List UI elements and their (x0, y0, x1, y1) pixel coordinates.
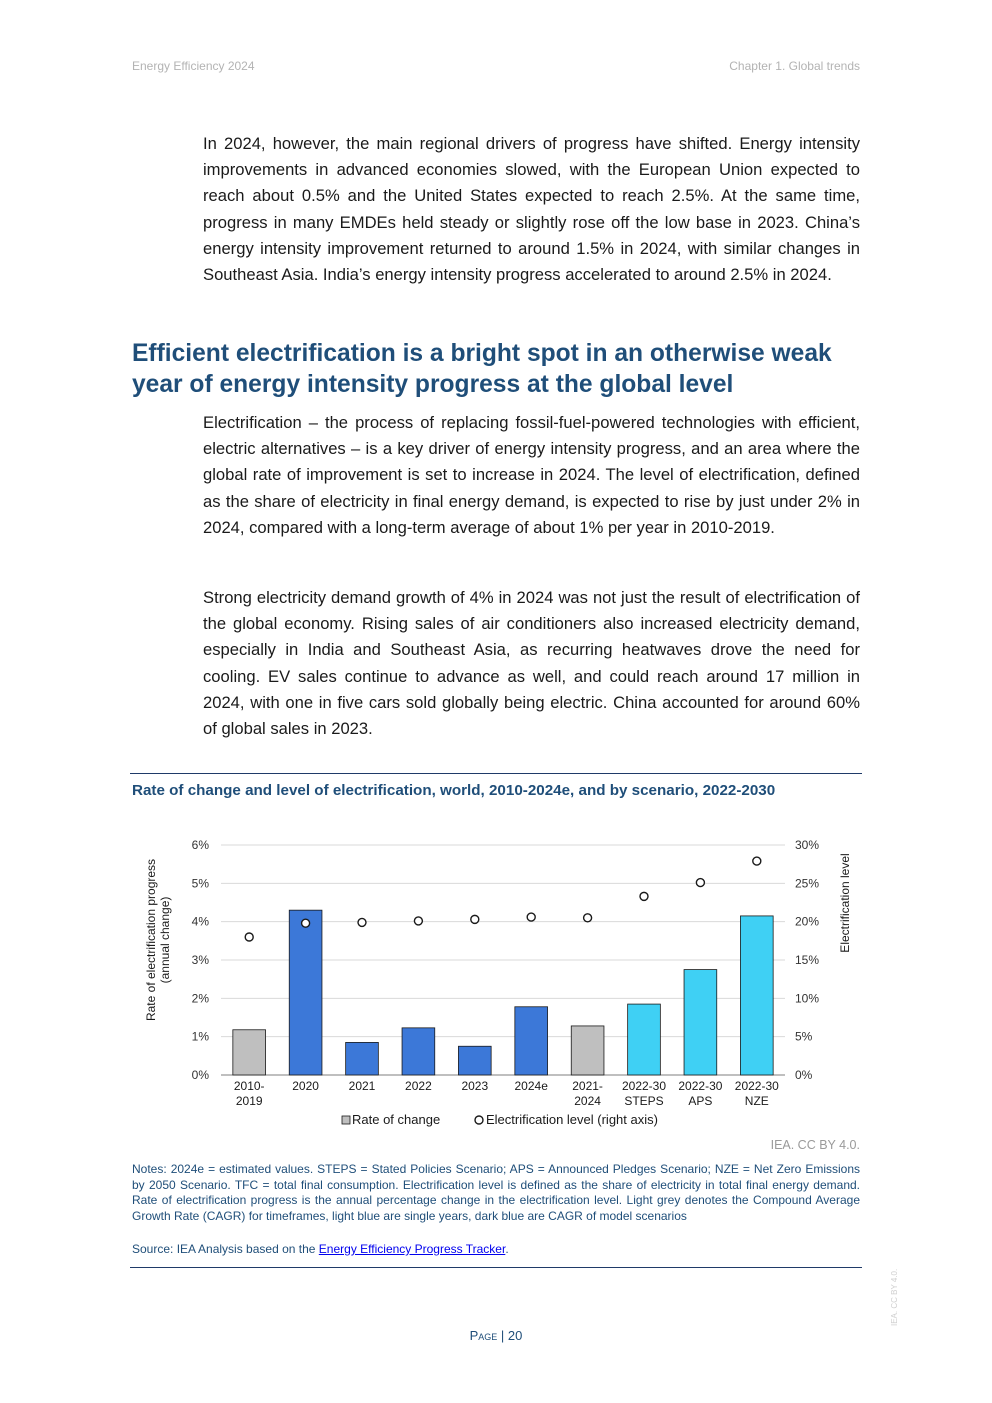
marker-electrification-level (526, 912, 536, 922)
x-tick-label: 2024e (515, 1079, 549, 1093)
chart-markers (244, 856, 762, 942)
figure-title: Rate of change and level of electrificat… (132, 782, 776, 799)
x-tick-label: 2022-30 STEPS (622, 1079, 666, 1108)
x-tick-label: 2023 (461, 1079, 488, 1093)
left-axis-title-line: Rate of electrification progress (144, 859, 158, 1021)
x-tick-label: 2022-30 NZE (735, 1079, 779, 1108)
bar-rate-of-change (740, 915, 774, 1076)
figure-source: Source: IEA Analysis based on the Energy… (132, 1242, 860, 1257)
right-axis-title: Electrification level (838, 853, 852, 952)
body-paragraph-3: Strong electricity demand growth of 4% i… (203, 588, 860, 739)
bar-rate-of-change (627, 1003, 661, 1076)
body-paragraph-2: Electrification – the process of replaci… (203, 413, 860, 537)
bar-rate-of-change (288, 909, 323, 1076)
x-tick-label-line: 2021- (572, 1079, 603, 1093)
x-tick-label-line: 2023 (461, 1079, 488, 1093)
x-tick-label-line: 2021 (349, 1079, 376, 1093)
left-tick-label: 1% (192, 1030, 210, 1044)
figure-notes: Notes: 2024e = estimated values. STEPS =… (132, 1162, 860, 1223)
x-tick-label: 2021 (349, 1079, 376, 1093)
marker-electrification-level (413, 916, 424, 926)
x-tick-label-line: STEPS (624, 1094, 663, 1108)
left-tick-label: 2% (192, 991, 210, 1005)
page-label: Page (469, 1328, 498, 1343)
left-tick-label: 4% (192, 915, 210, 929)
page-number-value: 20 (507, 1328, 523, 1343)
section-heading: Efficient electrification is a bright sp… (132, 340, 832, 398)
right-tick-label: 10% (795, 991, 819, 1005)
body-paragraph-1: In 2024, however, the main regional driv… (203, 134, 860, 285)
right-tick-label: 25% (795, 876, 819, 890)
x-tick-label-line: 2020 (292, 1079, 319, 1093)
x-tick-label: 2021-2024 (572, 1079, 603, 1108)
x-tick-label: 2020 (292, 1079, 319, 1093)
legend-marker-electrification-level (474, 1115, 484, 1125)
x-tick-label-line: 2024 (574, 1094, 601, 1108)
figure-credit: IEA. CC BY 4.0. (770, 1138, 860, 1152)
x-tick-label-line: 2019 (236, 1094, 263, 1108)
left-tick-label: 5% (192, 876, 210, 890)
bar-rate-of-change (345, 1042, 379, 1076)
marker-electrification-level (244, 932, 254, 942)
marker-electrification-level (752, 856, 762, 866)
left-tick-label: 3% (192, 953, 210, 967)
side-watermark: IEA. CC BY 4.0. (890, 1268, 899, 1326)
marker-electrification-level (582, 913, 593, 923)
bar-rate-of-change (401, 1027, 436, 1076)
right-tick-label: 20% (795, 915, 819, 929)
figure-bottom-rule (130, 1267, 862, 1268)
left-tick-label: 0% (192, 1068, 210, 1082)
right-tick-label: 15% (795, 953, 819, 967)
electrification-chart: 0% 1% 2% 3% 4% 5% 6% 0% 5% 10% 15% 20% 25% 30% Rate of… (144, 838, 852, 1127)
x-tick-label-line: APS (688, 1094, 712, 1108)
legend-label-electrification-level: Electrification level (right axis) (486, 1112, 658, 1127)
source-prefix: Source: IEA Analysis based on the (132, 1242, 319, 1256)
bar-rate-of-change (570, 1025, 605, 1076)
left-axis-title-line: (annual change) (158, 897, 172, 984)
x-tick-label-line: 2024e (515, 1079, 549, 1093)
x-tick-label: 2022-30 APS (678, 1079, 722, 1108)
source-link[interactable]: Energy Efficiency Progress Tracker (318, 1242, 506, 1256)
legend-label-rate-of-change: Rate of change (352, 1112, 440, 1127)
x-tick-label-line: 2022 (405, 1079, 432, 1093)
marker-electrification-level (470, 914, 480, 925)
x-tick-label-line: NZE (745, 1094, 769, 1108)
figure-top-rule (130, 773, 862, 774)
x-tick-label-line: 2010- (234, 1079, 265, 1093)
x-tick-label: 2022 (405, 1079, 432, 1093)
bar-rate-of-change (458, 1045, 492, 1076)
marker-electrification-level (639, 891, 649, 902)
left-tick-label: 6% (192, 838, 210, 852)
right-tick-label: 0% (795, 1068, 813, 1082)
marker-electrification-level (300, 918, 311, 928)
chart-legend: Rate of change Electrification level (rig… (341, 1112, 658, 1127)
chart-axes: 0% 1% 2% 3% 4% 5% 6% 0% 5% 10% 15% 20% 25% 30% Rate of… (144, 838, 852, 1108)
chart-bars (232, 909, 774, 1076)
bar-rate-of-change (514, 1006, 548, 1076)
x-tick-label: 2010-2019 (234, 1079, 265, 1108)
legend-swatch-rate-of-change (341, 1115, 351, 1125)
bar-rate-of-change (232, 1029, 266, 1076)
marker-electrification-level (695, 877, 706, 888)
header-report-title: Energy Efficiency 2024 (132, 59, 255, 73)
bar-rate-of-change (683, 969, 718, 1076)
left-axis-title: Rate of electrification progress(annual … (144, 859, 172, 1021)
source-suffix: . (505, 1242, 509, 1256)
x-tick-label-line: 2022-30 (735, 1079, 779, 1093)
page-number: Page | 20 (469, 1328, 523, 1343)
right-tick-label: 5% (795, 1030, 813, 1044)
x-tick-label-line: 2022-30 (622, 1079, 666, 1093)
marker-electrification-level (357, 917, 367, 928)
right-tick-label: 30% (795, 838, 819, 852)
header-chapter-title: Chapter 1. Global trends (729, 59, 860, 73)
x-tick-label-line: 2022-30 (678, 1079, 722, 1093)
